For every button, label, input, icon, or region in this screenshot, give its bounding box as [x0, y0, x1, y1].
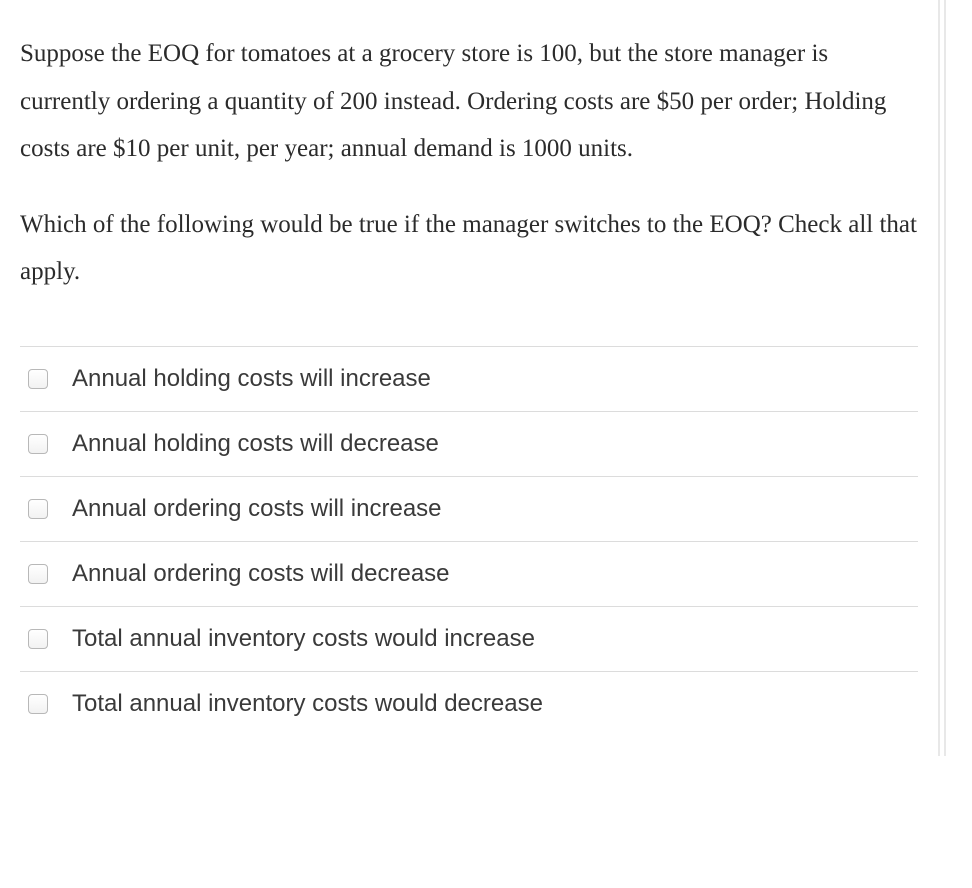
question-paragraph-1: Suppose the EOQ for tomatoes at a grocer… — [20, 30, 918, 173]
checkbox-icon[interactable] — [28, 564, 48, 584]
option-label: Annual holding costs will increase — [72, 365, 431, 393]
option-row[interactable]: Annual holding costs will increase — [20, 347, 918, 412]
option-row[interactable]: Total annual inventory costs would incre… — [20, 607, 918, 672]
option-label: Annual holding costs will decrease — [72, 430, 439, 458]
option-row[interactable]: Annual ordering costs will decrease — [20, 542, 918, 607]
checkbox-icon[interactable] — [28, 499, 48, 519]
option-label: Total annual inventory costs would incre… — [72, 625, 535, 653]
option-label: Annual ordering costs will decrease — [72, 560, 450, 588]
question-container: Suppose the EOQ for tomatoes at a grocer… — [0, 0, 940, 756]
option-label: Annual ordering costs will increase — [72, 495, 442, 523]
question-paragraph-2: Which of the following would be true if … — [20, 201, 918, 296]
checkbox-icon[interactable] — [28, 629, 48, 649]
options-list: Annual holding costs will increase Annua… — [20, 346, 918, 736]
option-row[interactable]: Annual ordering costs will increase — [20, 477, 918, 542]
checkbox-icon[interactable] — [28, 434, 48, 454]
checkbox-icon[interactable] — [28, 694, 48, 714]
option-row[interactable]: Annual holding costs will decrease — [20, 412, 918, 477]
option-label: Total annual inventory costs would decre… — [72, 690, 543, 718]
checkbox-icon[interactable] — [28, 369, 48, 389]
option-row[interactable]: Total annual inventory costs would decre… — [20, 672, 918, 736]
